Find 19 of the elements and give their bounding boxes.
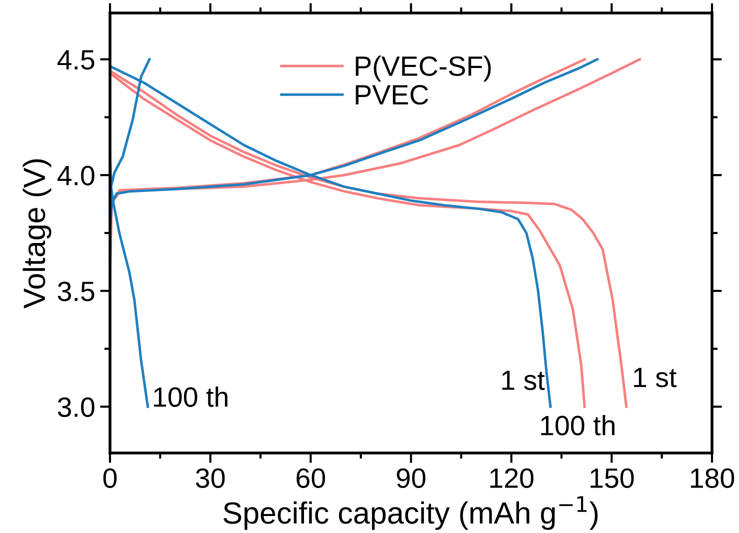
legend-label: P(VEC-SF) xyxy=(356,56,491,82)
annotation: 1 st xyxy=(634,368,677,388)
y-tick-label: 3.0 xyxy=(58,397,94,418)
x-tick-label: 120 xyxy=(490,468,534,488)
x-tick-label: 30 xyxy=(196,468,225,488)
x-tick-label: 90 xyxy=(396,468,426,488)
x-tick-label: 0 xyxy=(103,468,117,488)
annotation: 100 th xyxy=(154,386,228,407)
annotation: 100 th xyxy=(541,415,614,436)
x-axis-title: Specific capacity (mAh g$^{−1}$) xyxy=(224,496,598,530)
y-tick-label: 4.0 xyxy=(57,166,94,186)
x-tick-label: 150 xyxy=(590,468,634,488)
x-tick-label: 180 xyxy=(690,468,734,488)
y-tick-label: 4.5 xyxy=(57,50,94,70)
y-axis-title: Voltage (V) xyxy=(22,159,52,308)
legend-label: PVEC xyxy=(356,85,428,105)
y-tick-label: 3.5 xyxy=(58,282,94,302)
x-tick-label: 60 xyxy=(296,468,326,488)
annotation: 1 st xyxy=(502,370,545,390)
